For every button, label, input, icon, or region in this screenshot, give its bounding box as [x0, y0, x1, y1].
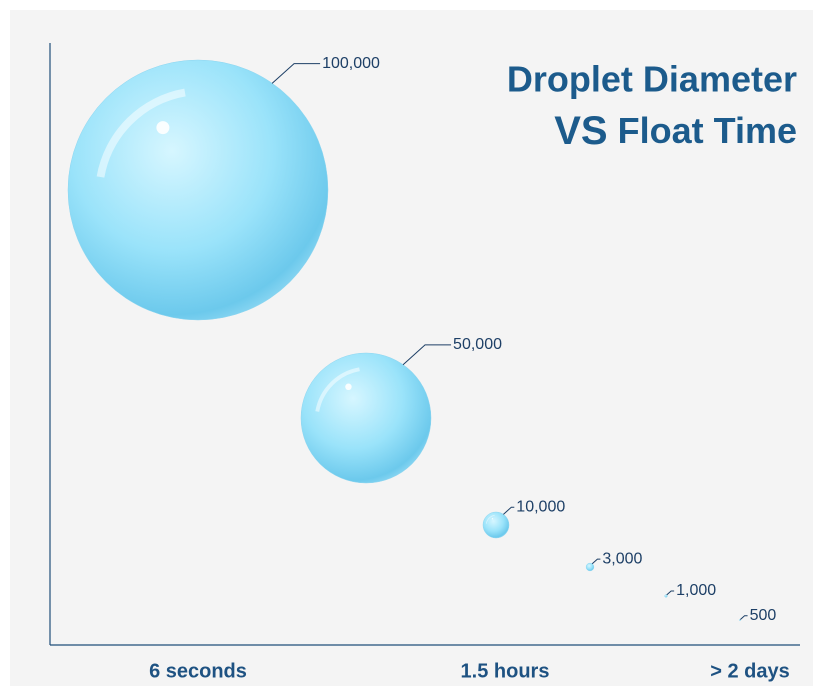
bubble-shine [315, 367, 360, 412]
value-label: 500 [750, 607, 777, 624]
chart-title: VS Float Time [554, 109, 797, 153]
bubble [585, 562, 595, 572]
bubble-highlight [156, 121, 170, 135]
bubble [664, 594, 668, 598]
leader-line [740, 615, 748, 620]
leader-line [591, 558, 601, 565]
bubble-highlight [491, 518, 494, 520]
value-label: 50,000 [453, 336, 502, 353]
value-label: 1,000 [676, 582, 716, 599]
bubble-highlight [345, 383, 352, 391]
bubble-shine [485, 514, 495, 524]
bubble [482, 511, 510, 539]
title-line2: Float Time [618, 110, 797, 151]
title-vs: VS [554, 109, 607, 153]
value-label: 100,000 [322, 55, 380, 72]
leader-line [666, 590, 675, 596]
bubble [300, 352, 432, 484]
value-label: 10,000 [516, 498, 565, 515]
x-tick-label: 6 seconds [149, 660, 247, 682]
x-tick-label: > 2 days [710, 660, 790, 682]
leader-line [503, 506, 515, 515]
value-label: 3,000 [602, 550, 642, 567]
bubble [739, 619, 741, 621]
chart-title: Droplet Diameter [507, 59, 797, 100]
leader-line [402, 344, 452, 366]
leader-line [271, 63, 321, 84]
bubble-shine [96, 88, 186, 178]
x-tick-label: 1.5 hours [461, 660, 550, 682]
bubble [67, 59, 329, 321]
